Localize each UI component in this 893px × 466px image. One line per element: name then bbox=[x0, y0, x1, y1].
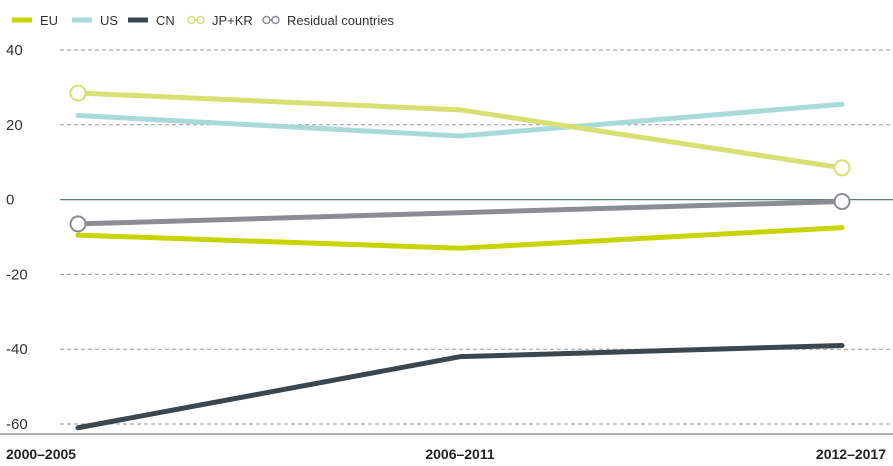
y-tick-label: -20 bbox=[6, 266, 28, 283]
series-markers bbox=[69, 84, 851, 233]
data-point-jp-kr bbox=[833, 159, 851, 177]
legend-marker-jp-kr bbox=[187, 15, 196, 25]
x-axis: 2000–2005 2006–2011 2012–2017 bbox=[0, 433, 893, 462]
series-line-us bbox=[75, 101, 845, 139]
series-line-eu bbox=[75, 225, 845, 251]
legend-marker-residual-countries bbox=[262, 15, 271, 25]
x-tick-label: 2006–2011 bbox=[425, 446, 495, 462]
series-line-residual-countries bbox=[75, 198, 845, 227]
legend-label-jp-kr: JP+KR bbox=[212, 13, 253, 28]
series-lines bbox=[75, 90, 845, 431]
series-line-jp-kr bbox=[75, 90, 845, 171]
legend-label-us: US bbox=[100, 13, 118, 28]
x-tick-label: 2000–2005 bbox=[6, 446, 76, 462]
legend-label-eu: EU bbox=[40, 13, 58, 28]
legend-marker-jp-kr bbox=[196, 15, 205, 25]
series-line-cn bbox=[75, 342, 845, 431]
y-tick-label: -40 bbox=[6, 341, 28, 358]
data-point-jp-kr bbox=[69, 84, 87, 102]
y-tick-label: 40 bbox=[6, 42, 23, 59]
y-axis: 40 20 0 -20 -40 -60 bbox=[6, 42, 28, 433]
y-tick-label: 20 bbox=[6, 117, 23, 134]
data-point-residual-countries bbox=[833, 192, 851, 210]
legend-label-residual-countries: Residual countries bbox=[287, 13, 394, 28]
legend-marker-residual-countries bbox=[271, 15, 280, 25]
data-point-residual-countries bbox=[69, 215, 87, 233]
y-tick-label: -60 bbox=[6, 416, 28, 433]
x-tick-label: 2012–2017 bbox=[816, 446, 886, 462]
legend: EU US CN JP+KR Residual countries bbox=[12, 13, 394, 28]
legend-label-cn: CN bbox=[156, 13, 175, 28]
y-tick-label: 0 bbox=[6, 192, 14, 209]
